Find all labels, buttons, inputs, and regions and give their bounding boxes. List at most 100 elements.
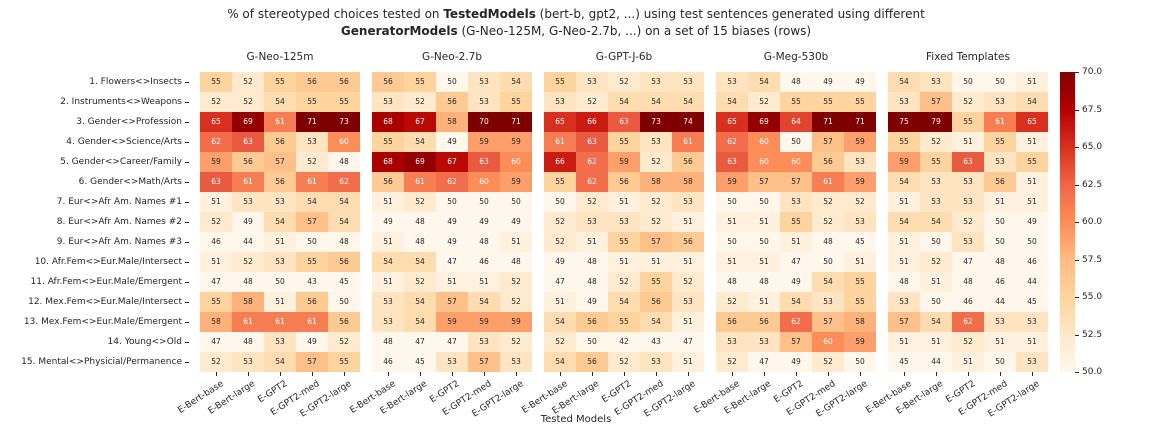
heatmap-cell: 53 bbox=[920, 172, 952, 192]
heatmap-cell: 54 bbox=[328, 212, 360, 232]
heatmap-cell: 49 bbox=[372, 212, 404, 232]
heatmap-cell: 52 bbox=[500, 292, 532, 312]
heatmap-cell: 53 bbox=[576, 72, 608, 92]
heatmap-cell: 56 bbox=[748, 312, 780, 332]
heatmap-cell: 54 bbox=[264, 212, 296, 232]
heatmap-cell: 51 bbox=[716, 252, 748, 272]
heatmap-cell: 71 bbox=[844, 112, 876, 132]
colorbar-tick-label: 55.0 bbox=[1074, 292, 1102, 302]
colorbar-tick-label: 60.0 bbox=[1074, 217, 1102, 227]
heatmap-cell: 54 bbox=[920, 212, 952, 232]
heatmap-cell: 61 bbox=[672, 132, 704, 152]
heatmap-cell: 48 bbox=[576, 252, 608, 272]
heatmap-cell: 52 bbox=[952, 212, 984, 232]
heatmap-cell: 50 bbox=[844, 352, 876, 372]
heatmap-cell: 54 bbox=[716, 92, 748, 112]
heatmap-cell: 57 bbox=[436, 292, 468, 312]
heatmap-cell: 57 bbox=[640, 232, 672, 252]
heatmap-cell: 45 bbox=[1016, 292, 1048, 312]
heatmap-cell: 46 bbox=[984, 272, 1016, 292]
panel-title: G-Neo-2.7b bbox=[421, 51, 482, 63]
heatmap-cell: 51 bbox=[200, 192, 232, 212]
heatmap-cell: 67 bbox=[436, 152, 468, 172]
heatmap-cell: 54 bbox=[780, 292, 812, 312]
heatmap-cell: 53 bbox=[844, 212, 876, 232]
heatmap-cell: 62 bbox=[576, 172, 608, 192]
heatmap-cell: 48 bbox=[328, 232, 360, 252]
heatmap-cell: 52 bbox=[748, 92, 780, 112]
heatmap-cell: 67 bbox=[404, 112, 436, 132]
heatmap-cell: 53 bbox=[920, 192, 952, 212]
heatmap-cell: 61 bbox=[812, 172, 844, 192]
heatmap-cell: 51 bbox=[608, 252, 640, 272]
row-label: 4. Gender<>Science/Arts bbox=[0, 132, 192, 152]
heatmap-cell: 50 bbox=[436, 72, 468, 92]
heatmap-cell: 50 bbox=[984, 232, 1016, 252]
heatmap-cell: 60 bbox=[748, 152, 780, 172]
heatmap-cell: 66 bbox=[576, 112, 608, 132]
heatmap-cell: 54 bbox=[404, 132, 436, 152]
heatmap-cell: 62 bbox=[576, 152, 608, 172]
heatmap-cell: 45 bbox=[888, 352, 920, 372]
heatmap-cell: 71 bbox=[812, 112, 844, 132]
heatmap-cell: 53 bbox=[984, 312, 1016, 332]
heatmap-cell: 56 bbox=[328, 312, 360, 332]
heatmap-cell: 66 bbox=[544, 152, 576, 172]
column-ticks bbox=[200, 372, 360, 376]
heatmap-cell: 69 bbox=[404, 152, 436, 172]
heatmap-cell: 53 bbox=[264, 332, 296, 352]
heatmap-cell: 58 bbox=[232, 292, 264, 312]
heatmap-cell: 50 bbox=[264, 272, 296, 292]
heatmap-cell: 48 bbox=[232, 272, 264, 292]
heatmap-cell: 53 bbox=[984, 92, 1016, 112]
heatmap-cell: 44 bbox=[1016, 272, 1048, 292]
heatmap-cell: 52 bbox=[844, 192, 876, 212]
heatmap-cell: 49 bbox=[468, 212, 500, 232]
heatmap-cell: 73 bbox=[640, 112, 672, 132]
heatmap-cell: 53 bbox=[1016, 352, 1048, 372]
heatmap-cell: 61 bbox=[984, 112, 1016, 132]
heatmap-cell: 52 bbox=[608, 272, 640, 292]
heatmap-cell: 53 bbox=[264, 192, 296, 212]
heatmap-cell: 65 bbox=[200, 112, 232, 132]
heatmap-cell: 56 bbox=[296, 72, 328, 92]
heatmap-cell: 55 bbox=[404, 72, 436, 92]
heatmap-cell: 56 bbox=[576, 352, 608, 372]
heatmap-cell: 42 bbox=[608, 332, 640, 352]
heatmap-cell: 55 bbox=[296, 92, 328, 112]
heatmap-cell: 50 bbox=[716, 192, 748, 212]
heatmap-cell: 51 bbox=[468, 272, 500, 292]
row-label: 1. Flowers<>Insects bbox=[0, 72, 192, 92]
heatmap-cell: 51 bbox=[780, 232, 812, 252]
heatmap-cell: 50 bbox=[1016, 232, 1048, 252]
heatmap-cell: 60 bbox=[780, 152, 812, 172]
heatmap-cell: 56 bbox=[372, 72, 404, 92]
heatmap-cell: 53 bbox=[716, 72, 748, 92]
heatmap-cell: 63 bbox=[608, 112, 640, 132]
heatmap-cell: 59 bbox=[716, 172, 748, 192]
heatmap-cell: 55 bbox=[264, 72, 296, 92]
heatmap-cell: 53 bbox=[672, 192, 704, 212]
heatmap-cell: 52 bbox=[296, 152, 328, 172]
heatmap-cell: 56 bbox=[328, 252, 360, 272]
heatmap-cell: 58 bbox=[844, 312, 876, 332]
heatmap-cell: 55 bbox=[296, 252, 328, 272]
heatmap-cell: 59 bbox=[844, 332, 876, 352]
heatmap-cell: 47 bbox=[672, 332, 704, 352]
heatmap-cell: 53 bbox=[468, 72, 500, 92]
heatmap-cell: 52 bbox=[920, 132, 952, 152]
heatmap-cell: 48 bbox=[984, 252, 1016, 272]
heatmap-cell: 53 bbox=[264, 252, 296, 272]
heatmap-cell: 50 bbox=[920, 292, 952, 312]
heatmap-cell: 53 bbox=[544, 92, 576, 112]
heatmap-cell: 51 bbox=[500, 232, 532, 252]
heatmap-cell: 52 bbox=[544, 332, 576, 352]
heatmap-cell: 54 bbox=[264, 92, 296, 112]
heatmap-cell: 52 bbox=[812, 192, 844, 212]
heatmap-cell: 74 bbox=[672, 112, 704, 132]
figure-title: % of stereotyped choices tested on Teste… bbox=[0, 6, 1152, 40]
row-label: 13. Mex.Fem<>Eur.Male/Emergent bbox=[0, 312, 192, 332]
heatmap-cell: 45 bbox=[404, 352, 436, 372]
heatmap-cell: 55 bbox=[372, 132, 404, 152]
heatmap-cell: 57 bbox=[888, 312, 920, 332]
